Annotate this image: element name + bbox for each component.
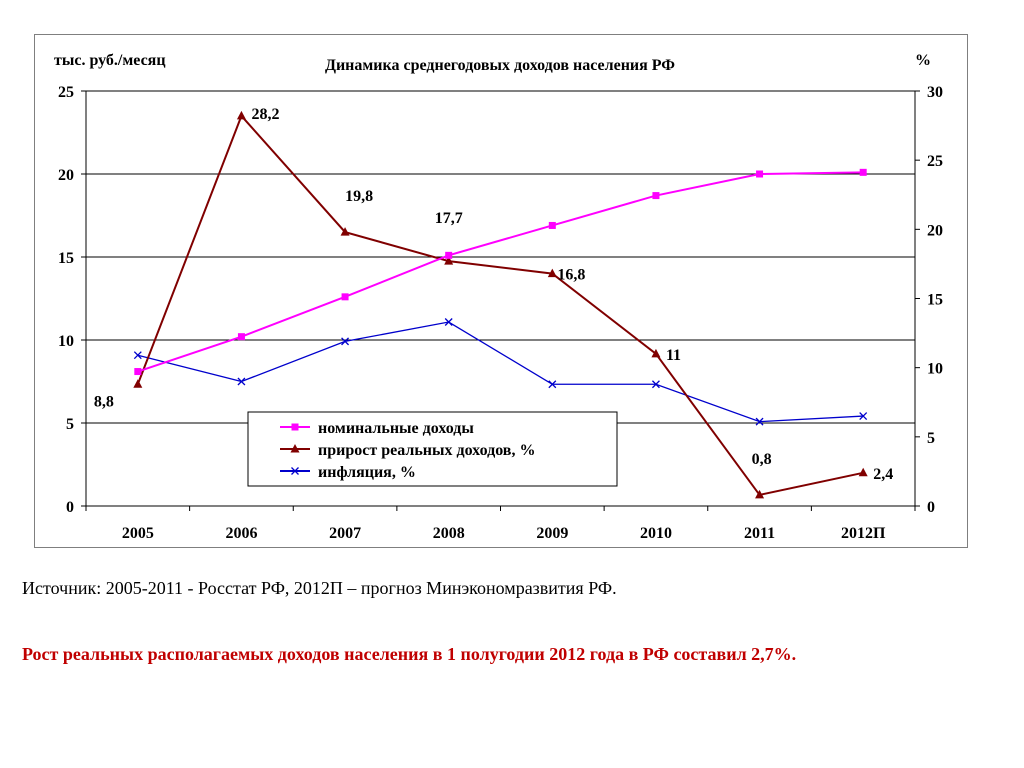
data-point <box>341 337 350 346</box>
legend-label: прирост реальных доходов, % <box>318 442 535 459</box>
data-point <box>859 168 867 176</box>
y-right-tick-label: 25 <box>927 153 943 170</box>
data-label: 8,8 <box>94 393 114 410</box>
y-left-tick-label: 0 <box>66 499 74 516</box>
y-right-axis-label: % <box>915 52 931 69</box>
data-point <box>651 348 661 358</box>
y-right-tick-label: 20 <box>927 222 943 239</box>
series-line-2 <box>136 114 864 497</box>
legend-marker <box>291 467 299 475</box>
data-point <box>237 377 246 386</box>
x-tick-label: 2006 <box>225 525 257 542</box>
y-right-tick-label: 10 <box>927 361 943 378</box>
data-point <box>236 110 246 120</box>
y-left-tick-label: 10 <box>58 333 74 350</box>
data-point <box>652 192 660 200</box>
data-label: 0,8 <box>752 451 772 468</box>
y-left-tick-label: 5 <box>66 416 74 433</box>
chart-svg: 0 5 10 15 20 25 0 5 10 15 20 25 30 2005 2006 2007 2008 20… <box>54 52 943 542</box>
series-line-3 <box>137 321 864 423</box>
data-point <box>859 412 868 421</box>
y-left-axis-label: тыс. руб./месяц <box>54 52 166 69</box>
data-label: 2,4 <box>873 466 893 483</box>
x-tick-label: 2008 <box>433 525 465 542</box>
data-point <box>547 268 557 278</box>
data-point <box>237 333 245 341</box>
data-point <box>858 467 868 477</box>
y-left-tick-label: 20 <box>58 167 74 184</box>
legend-marker <box>291 423 299 431</box>
source-note: Источник: 2005-2011 - Росстат РФ, 2012П … <box>22 578 617 598</box>
x-tick-label: 2009 <box>536 525 568 542</box>
y-right-tick-label: 5 <box>927 430 935 447</box>
data-point <box>340 227 350 236</box>
y-left-tick-label: 25 <box>58 84 74 101</box>
chart-frame: 0 5 10 15 20 25 0 5 10 15 20 25 30 2005 2006 2007 2008 20… <box>34 34 968 548</box>
data-point <box>756 170 764 178</box>
legend-label: инфляция, % <box>318 464 416 481</box>
data-label: 28,2 <box>251 106 279 123</box>
y-right-tick-label: 0 <box>927 499 935 516</box>
x-tick-label: 2011 <box>744 525 775 542</box>
data-point <box>444 256 454 265</box>
y-left-tick-label: 15 <box>58 250 74 267</box>
data-point <box>755 417 764 426</box>
chart-title: Динамика среднегодовых доходов населения… <box>325 57 675 74</box>
data-point <box>651 380 660 389</box>
data-point <box>548 380 557 389</box>
x-tick-label: 2010 <box>640 525 672 542</box>
data-point <box>133 379 143 388</box>
data-point <box>444 318 453 326</box>
x-tick-label: 2012П <box>841 525 886 542</box>
data-label: 11 <box>666 347 681 364</box>
data-point <box>133 351 142 360</box>
x-tick-label: 2007 <box>329 525 361 542</box>
y-right-tick-label: 30 <box>927 84 943 101</box>
data-point <box>445 251 453 259</box>
data-label: 19,8 <box>345 188 373 205</box>
x-tick-label: 2005 <box>122 525 154 542</box>
data-point <box>341 293 349 301</box>
data-point <box>134 368 142 376</box>
y-right-tick-label: 15 <box>927 292 943 309</box>
data-label: 16,8 <box>557 267 585 284</box>
legend-label: номинальные доходы <box>318 420 474 437</box>
data-point <box>755 489 765 499</box>
summary-note: Рост реальных располагаемых доходов насе… <box>22 644 797 664</box>
series-line-1 <box>137 171 864 373</box>
data-point <box>548 221 556 229</box>
legend-marker <box>290 444 300 453</box>
data-label: 17,7 <box>435 210 463 227</box>
